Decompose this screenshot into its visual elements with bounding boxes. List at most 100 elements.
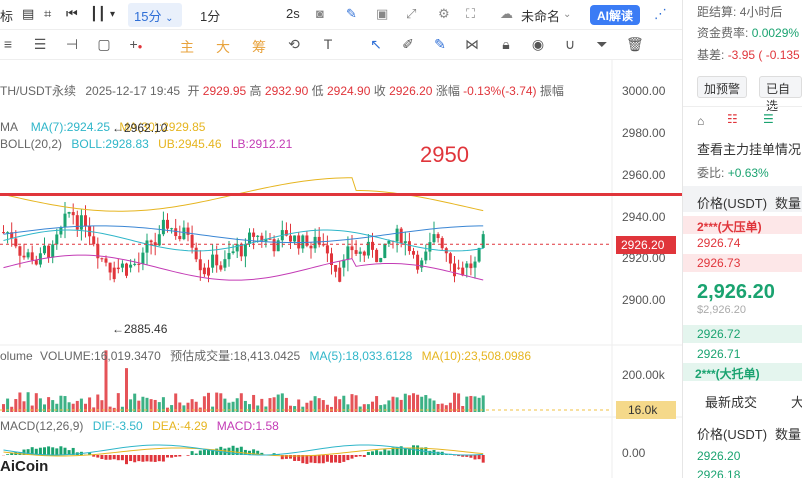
image-icon[interactable]: ▣ — [376, 6, 389, 21]
menu-icon[interactable]: ≡ — [3, 36, 13, 52]
ruler-icon[interactable]: ✐ — [402, 36, 414, 52]
volume-bar — [84, 403, 87, 412]
main-force-label[interactable]: 主 — [180, 39, 194, 55]
volume-bar — [194, 401, 198, 412]
volume-forecast: 预估成交量:18,413.0425 — [170, 349, 301, 363]
cursor-icon[interactable]: ↖ — [370, 36, 382, 52]
rectangle-icon[interactable]: ▢ — [97, 36, 111, 52]
volume-bar — [129, 399, 133, 412]
transform-icon[interactable]: ⟲ — [288, 36, 300, 52]
calendar-icon[interactable]: ▤ — [22, 6, 35, 21]
volume-ma5: MA(5):18,033.6128 — [309, 349, 413, 363]
tab-latest-trades[interactable]: 最新成交 — [705, 395, 758, 410]
volume-bar — [219, 393, 223, 412]
edit-icon[interactable]: ✎ — [346, 6, 357, 21]
macd-bar — [239, 446, 243, 455]
trades-price-header: 价格(USDT) — [697, 427, 768, 442]
macd-bar — [157, 455, 161, 462]
candle-body — [248, 232, 251, 244]
gear-icon[interactable]: ⚙ — [438, 6, 450, 21]
share-icon[interactable]: ⋰ — [654, 6, 667, 21]
ask-row[interactable]: 2926.73 — [697, 256, 741, 270]
camera-icon[interactable]: ◙ — [316, 6, 324, 21]
candle-body — [403, 241, 407, 244]
volume-bar — [182, 405, 186, 412]
candle-body — [79, 215, 83, 230]
ma-legend[interactable]: MA MA(7):2924.25 MA(30):2929.85 — [0, 120, 205, 134]
add-alert-button[interactable]: 加预警 — [697, 76, 748, 98]
chips-label[interactable]: 筹 — [252, 39, 266, 55]
price-tick: 2940.00 — [622, 210, 666, 224]
watchlist-button[interactable]: 已自选 — [759, 76, 802, 113]
trash-icon[interactable]: 🗑︎ — [626, 36, 644, 52]
bid-row[interactable]: 2926.71 — [697, 347, 741, 361]
chevron-down-icon[interactable]: ⌄ — [563, 9, 572, 20]
filter-icon[interactable]: ⏷ — [596, 36, 608, 52]
price-annotation[interactable]: 2950 — [420, 142, 469, 167]
ai-analysis-button[interactable]: AI解读 — [590, 5, 641, 25]
eye-icon[interactable]: ◉ — [531, 36, 545, 52]
expand-icon[interactable]: ⤢ — [406, 6, 417, 21]
macd-bar — [330, 455, 333, 463]
cloud-icon[interactable]: ☁ — [500, 6, 513, 21]
candle-body — [448, 253, 452, 264]
candle-body — [166, 219, 169, 229]
pattern-icon[interactable]: ⋈ — [465, 36, 479, 52]
magnet-icon[interactable]: ∪ — [564, 36, 576, 52]
candle-body — [104, 258, 108, 263]
volume-bar — [313, 396, 317, 412]
chart-type-icon[interactable]: ⌗ — [44, 6, 52, 21]
macd-bar — [153, 455, 157, 462]
horizontal-line-icon[interactable]: ⊣ — [65, 36, 79, 52]
volume-bar — [252, 394, 256, 412]
text-icon[interactable]: T — [323, 36, 333, 52]
indicator-label[interactable]: 标 — [0, 9, 14, 24]
chevron-down-icon[interactable]: ▾ — [110, 9, 116, 20]
macd-legend[interactable]: MACD(12,26,9) DIF:-3.50 DEA:-4.29 MACD:1… — [0, 419, 279, 433]
candle-body — [59, 227, 63, 235]
macd-bar — [252, 449, 256, 455]
lock-icon[interactable]: 🔒︎ — [502, 36, 510, 52]
list-icon[interactable]: ☰ — [33, 36, 47, 52]
main-orders-link[interactable]: 查看主力挂单情况 — [697, 142, 802, 157]
volume-bar — [469, 395, 473, 412]
plus-icon[interactable]: +● — [129, 36, 143, 52]
candle-body — [190, 234, 194, 248]
boll-legend[interactable]: BOLL(20,2) BOLL:2928.83 UB:2945.46 LB:29… — [0, 137, 292, 151]
candle-body — [22, 255, 26, 258]
volume-legend[interactable]: olume VOLUME:16,019.3470 预估成交量:18,413.04… — [0, 347, 531, 364]
rewind-icon[interactable]: ⏮ — [66, 6, 78, 21]
bookmark-icon[interactable]: ⌂ — [697, 114, 705, 128]
bid-row[interactable]: 2926.72 — [697, 327, 741, 341]
macd-bar — [293, 455, 297, 461]
candle-body — [264, 238, 268, 242]
layout-name[interactable]: 未命名 — [521, 9, 561, 24]
big-order-label[interactable]: 大 — [216, 39, 230, 55]
volume-bar — [227, 402, 231, 412]
macd-bar — [321, 455, 325, 464]
volume-bar — [387, 400, 391, 412]
macd-bar — [243, 449, 247, 455]
interval-1m-button[interactable]: 1分 — [200, 9, 221, 24]
big-ask-row[interactable]: 2***(大压单) — [683, 216, 802, 234]
macd-bar — [174, 455, 178, 457]
timeframe-select[interactable]: 15分 ⌄ — [128, 3, 182, 27]
ask-row[interactable]: 2926.74 — [697, 236, 741, 250]
volume-bar — [461, 406, 465, 412]
price-chart[interactable]: TH/USDT永续 2025-12-17 19:45 开 2929.95 高 2… — [0, 60, 682, 478]
volume-bar — [133, 393, 137, 412]
chart-canvas[interactable] — [0, 60, 682, 478]
bids-icon[interactable]: ☰ — [763, 112, 774, 126]
candles-icon[interactable]: ┃┃ — [90, 6, 106, 21]
ratio-label: 委比: — [697, 166, 725, 180]
orderbook-icon[interactable]: ☷ — [727, 112, 738, 126]
interval-2s-button[interactable]: 2s — [286, 6, 300, 21]
tab-big-trades[interactable]: 大 — [791, 395, 802, 410]
macd-tick: 0.00 — [622, 446, 646, 460]
fullscreen-icon[interactable]: ⛶ — [466, 6, 476, 21]
pen-icon[interactable]: ✎ — [434, 36, 446, 52]
macd-bar — [59, 446, 63, 455]
big-bid-row[interactable]: 2***(大托单) — [683, 363, 802, 381]
close-value: 2926.20 — [389, 84, 433, 98]
volume-bar — [268, 398, 272, 412]
